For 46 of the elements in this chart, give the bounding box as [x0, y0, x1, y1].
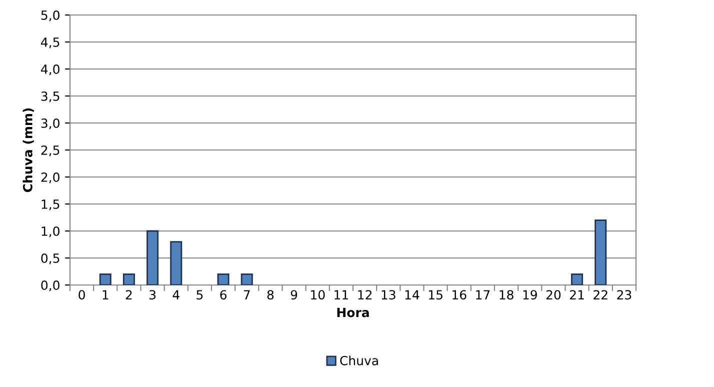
x-axis-title: Hora — [337, 308, 369, 318]
legend-label: Chuva — [340, 356, 378, 366]
x-tick-label: 13 — [382, 290, 396, 300]
y-tick-label: 2,5 — [41, 145, 60, 156]
bar — [170, 241, 182, 285]
y-tick-label: 1,0 — [42, 226, 60, 238]
bar — [146, 230, 159, 285]
x-tick-label: 2 — [126, 290, 132, 300]
x-tick-label: 4 — [172, 290, 180, 300]
y-tick-label: 0,5 — [41, 253, 60, 264]
x-tick-label: 7 — [244, 290, 250, 300]
x-tick-label: 19 — [523, 290, 537, 300]
y-tick-label: 5,0 — [41, 10, 60, 22]
x-tick-label: 9 — [290, 290, 298, 300]
x-tick-label: 6 — [220, 290, 226, 300]
bar — [571, 274, 584, 285]
x-tick-label: 16 — [452, 290, 466, 300]
y-tick-label: 4,5 — [41, 38, 60, 48]
bar — [99, 274, 112, 285]
x-tick-label: 14 — [405, 290, 420, 300]
x-tick-label: 5 — [196, 290, 203, 300]
bar — [594, 220, 607, 285]
bar — [122, 274, 135, 285]
y-tick-label: 1,5 — [42, 200, 60, 210]
y-tick-label: 0,0 — [41, 280, 60, 292]
x-tick-label: 15 — [428, 290, 442, 300]
x-tick-label: 23 — [617, 290, 632, 300]
x-tick-label: 21 — [570, 290, 584, 300]
x-tick-label: 1 — [102, 290, 108, 300]
y-tick-label: 4,0 — [41, 64, 60, 76]
x-tick-label: 20 — [546, 290, 561, 300]
bar — [240, 274, 253, 285]
y-tick-label: 3,0 — [41, 118, 60, 130]
bar — [217, 274, 230, 285]
y-tick-label: 2,0 — [41, 172, 60, 184]
x-tick-label: 22 — [594, 290, 608, 300]
x-tick-label: 18 — [500, 290, 514, 300]
x-tick-label: 10 — [311, 290, 325, 300]
x-tick-label: 0 — [78, 290, 85, 300]
x-tick-label: 17 — [476, 290, 490, 300]
x-tick-label: 3 — [150, 290, 156, 300]
x-tick-label: 8 — [267, 290, 274, 300]
x-tick-label: 12 — [358, 290, 372, 300]
y-tick-label: 3,5 — [41, 91, 60, 102]
x-tick-label: 11 — [334, 290, 348, 300]
y-axis-title: Chuva (mm) — [22, 108, 34, 192]
